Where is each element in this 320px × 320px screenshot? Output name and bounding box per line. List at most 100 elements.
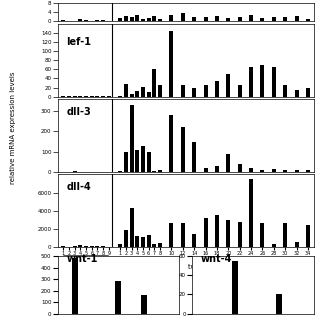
Bar [135, 236, 139, 247]
Bar [204, 85, 207, 97]
Bar [192, 88, 196, 97]
Bar [130, 17, 133, 21]
Text: lef-1: lef-1 [66, 37, 91, 47]
Bar [141, 87, 145, 97]
Bar [158, 19, 162, 21]
Bar [73, 96, 77, 97]
Bar [181, 13, 185, 21]
Bar [158, 243, 162, 247]
Text: dll-3: dll-3 [66, 107, 91, 117]
Bar [192, 235, 196, 247]
Bar [238, 222, 242, 247]
Bar [95, 96, 100, 97]
Bar [118, 18, 122, 21]
Bar [204, 218, 207, 247]
Bar [124, 84, 128, 97]
Bar [306, 19, 310, 21]
Bar [61, 20, 65, 21]
Bar [135, 15, 139, 21]
Bar [72, 258, 78, 314]
Bar [101, 20, 105, 21]
Bar [272, 244, 276, 247]
Bar [135, 150, 139, 172]
Text: wnt-4: wnt-4 [201, 254, 232, 264]
Bar [147, 152, 151, 172]
Bar [135, 91, 139, 97]
Bar [283, 223, 287, 247]
Bar [130, 208, 133, 247]
Bar [226, 220, 230, 247]
Text: relative mRNA expression levels: relative mRNA expression levels [10, 72, 16, 184]
Bar [61, 246, 65, 247]
Bar [249, 15, 253, 21]
Bar [141, 146, 145, 172]
Bar [215, 81, 219, 97]
Bar [306, 225, 310, 247]
Bar [272, 17, 276, 21]
Bar [73, 171, 77, 172]
Bar [169, 31, 173, 97]
Bar [260, 18, 264, 21]
Bar [181, 127, 185, 172]
Bar [118, 244, 122, 247]
Bar [147, 18, 151, 21]
Bar [141, 19, 145, 21]
Bar [181, 85, 185, 97]
Bar [238, 17, 242, 21]
Bar [260, 170, 264, 172]
Bar [294, 90, 299, 97]
Bar [204, 17, 207, 21]
Bar [294, 16, 299, 21]
Bar [249, 67, 253, 97]
Bar [272, 169, 276, 172]
Bar [181, 223, 185, 247]
Bar [226, 74, 230, 97]
Bar [204, 168, 207, 172]
Bar [90, 246, 94, 247]
Bar [306, 88, 310, 97]
Bar [272, 67, 276, 97]
Bar [101, 246, 105, 247]
Bar [78, 19, 82, 21]
Bar [124, 230, 128, 247]
Bar [141, 237, 145, 247]
Bar [73, 246, 77, 247]
Bar [232, 261, 238, 314]
Bar [61, 96, 65, 97]
Bar [294, 242, 299, 247]
Bar [215, 166, 219, 172]
Bar [249, 179, 253, 247]
Bar [147, 92, 151, 97]
Bar [124, 152, 128, 172]
Bar [238, 85, 242, 97]
Bar [78, 245, 82, 247]
Bar [215, 16, 219, 21]
Bar [152, 69, 156, 97]
Bar [107, 96, 111, 97]
Bar [130, 94, 133, 97]
Bar [95, 246, 100, 247]
Bar [283, 17, 287, 21]
Bar [192, 17, 196, 21]
Text: normal: normal [74, 264, 98, 269]
Bar [260, 223, 264, 247]
Bar [306, 170, 310, 172]
Bar [215, 215, 219, 247]
Bar [124, 16, 128, 21]
Bar [283, 170, 287, 172]
Bar [226, 18, 230, 21]
Text: tumor samples: tumor samples [188, 264, 240, 269]
Bar [276, 294, 282, 314]
Bar [238, 164, 242, 172]
Bar [169, 115, 173, 172]
Bar [169, 223, 173, 247]
Bar [118, 96, 122, 97]
Bar [141, 295, 148, 314]
Bar [158, 85, 162, 97]
Bar [192, 141, 196, 172]
Bar [84, 96, 88, 97]
Bar [118, 171, 122, 172]
Bar [226, 154, 230, 172]
Bar [95, 20, 100, 21]
Bar [147, 235, 151, 247]
